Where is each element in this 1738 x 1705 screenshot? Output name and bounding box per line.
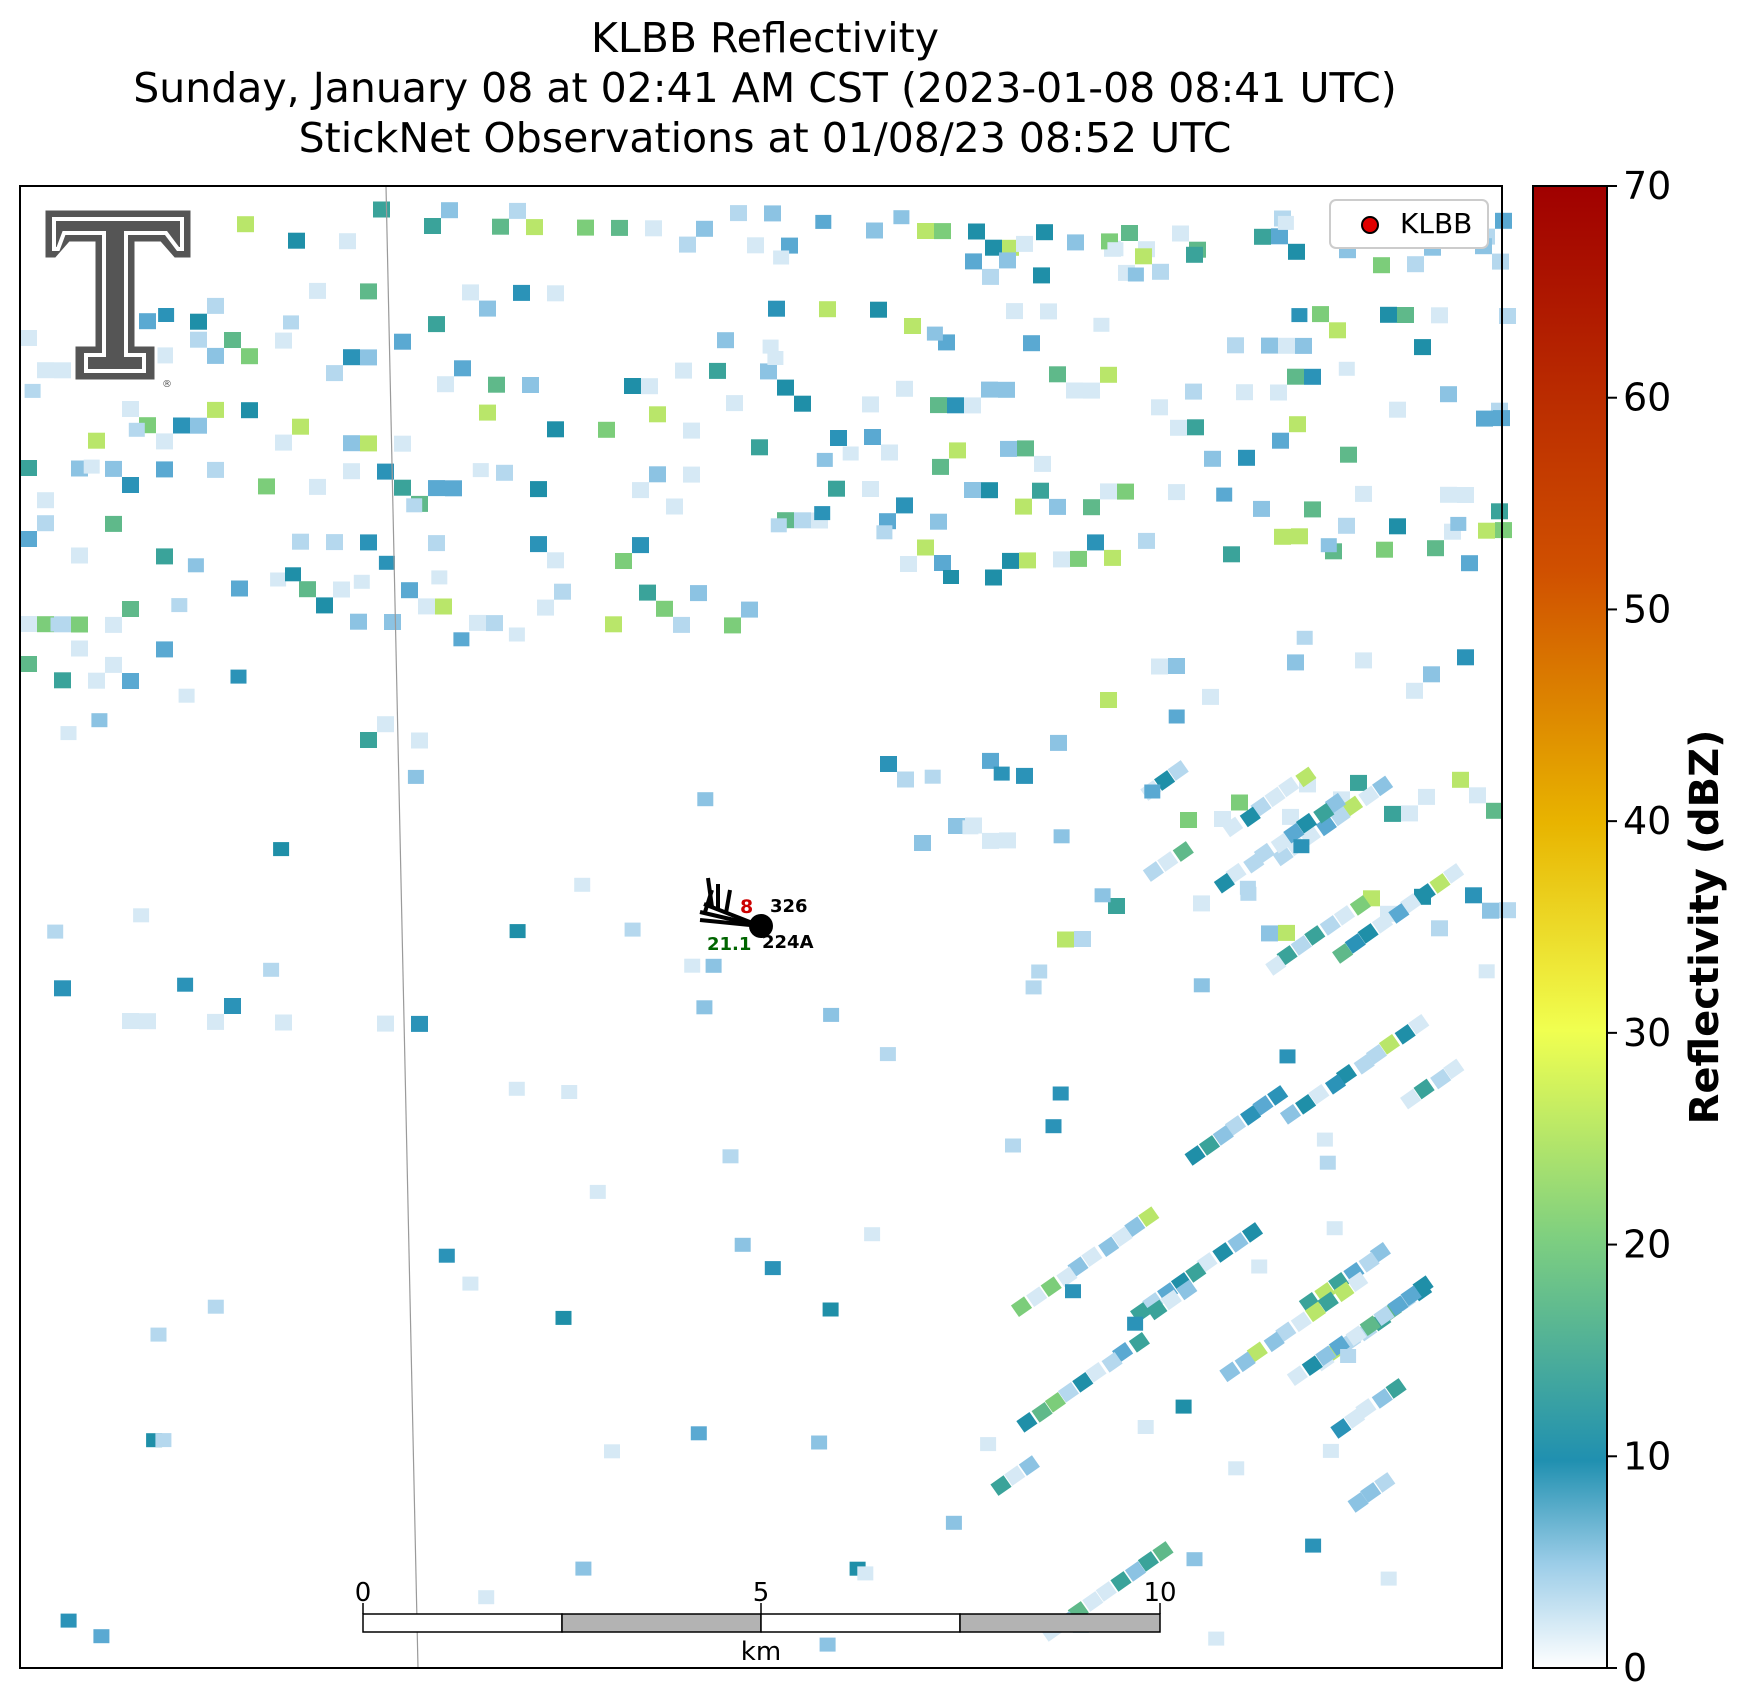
klbb-legend-marker bbox=[1361, 216, 1379, 234]
station-224a-value: 21.1 bbox=[707, 934, 751, 955]
station-224a-id: 224A bbox=[762, 932, 814, 953]
colorbar-ticks: 0 10 20 30 40 50 60 70 bbox=[1607, 164, 1671, 1690]
colorbar-gradient bbox=[1532, 185, 1608, 1669]
colorbar-tick-label: 30 bbox=[1623, 1011, 1671, 1055]
colorbar-tick-label: 40 bbox=[1623, 799, 1671, 843]
reflectivity-echoes bbox=[20, 201, 1516, 1652]
texas-tech-double-t-logo: ® bbox=[42, 207, 194, 390]
scalebar-tick-0: 0 bbox=[355, 1578, 372, 1608]
scalebar-unit: km bbox=[741, 1637, 781, 1667]
station-326-id: 326 bbox=[770, 896, 808, 917]
colorbar-tick-label: 0 bbox=[1623, 1646, 1647, 1690]
colorbar-tick-label: 50 bbox=[1623, 587, 1671, 631]
registered-mark: ® bbox=[162, 379, 172, 390]
map-panel bbox=[19, 185, 1516, 1669]
colorbar-tick-label: 10 bbox=[1623, 1434, 1671, 1478]
scale-bar: 0 5 10 km bbox=[355, 1578, 1177, 1667]
legend: KLBB bbox=[1329, 199, 1489, 249]
station-marker bbox=[749, 914, 773, 938]
colorbar-tick-label: 20 bbox=[1623, 1223, 1671, 1267]
legend-label-klbb: KLBB bbox=[1400, 207, 1472, 240]
colorbar-tick-label: 70 bbox=[1623, 164, 1671, 208]
county-border-line bbox=[385, 185, 419, 1669]
title-line-1: KLBB Reflectivity bbox=[591, 14, 939, 62]
colorbar-label: Reflectivity (dBZ) bbox=[1682, 730, 1728, 1125]
title-line-3: StickNet Observations at 01/08/23 08:52 … bbox=[298, 114, 1232, 162]
station-326-value: 8 bbox=[740, 896, 753, 918]
colorbar-tick-label: 60 bbox=[1623, 376, 1671, 420]
colorbar: 0 10 20 30 40 50 60 70 Reflectivity (dBZ) bbox=[1532, 164, 1728, 1690]
sticknet-station-plot: 8 326 21.1 224A bbox=[699, 877, 814, 955]
scalebar-tick-10: 10 bbox=[1143, 1578, 1176, 1608]
scalebar-tick-5: 5 bbox=[753, 1578, 770, 1608]
title-line-2: Sunday, January 08 at 02:41 AM CST (2023… bbox=[133, 64, 1397, 112]
